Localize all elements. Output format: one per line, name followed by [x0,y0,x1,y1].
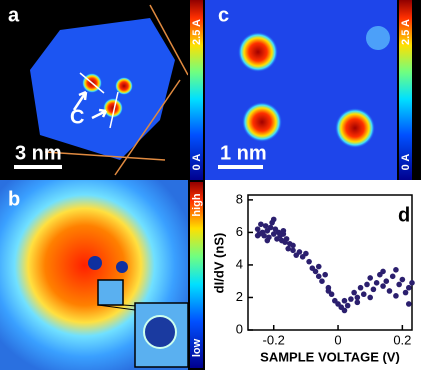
line-cut [109,91,119,129]
colorbar [190,182,203,368]
defect [335,108,375,148]
point [367,294,373,301]
defect [116,261,128,273]
point [344,302,351,309]
colorbar-min: 0 A [400,154,412,171]
point [405,284,412,291]
scale-bar [218,165,263,169]
edge-line [114,79,181,176]
colorbar-max: 2.5 A [400,19,412,45]
point [409,280,415,286]
point [312,268,319,275]
point [354,299,361,306]
x-tick-label: 0 [334,332,341,347]
point [254,226,261,232]
edge-line [44,151,166,161]
point [348,296,354,302]
x-tick-label: 0.2 [393,332,411,347]
y-axis-title: dI/dV (nS) [211,233,226,294]
point [322,271,328,278]
point [399,276,406,283]
point [389,273,396,280]
point [296,249,303,255]
y-tick-label: 2 [236,289,243,304]
flake [30,18,175,160]
point [258,221,264,228]
point [396,281,402,288]
y-tick-label: 0 [236,321,243,336]
plot-frame [247,194,413,331]
point [373,280,380,286]
panel-label: c [218,4,229,26]
defect-zoom [143,315,177,349]
scale-bar-label: 1 nm [220,142,267,164]
point [261,232,267,239]
point [254,232,261,239]
line-cut [79,72,105,94]
point [319,278,325,285]
point [283,236,290,242]
y-tick-label: 6 [236,224,243,239]
point [267,224,274,231]
colorbar-max: high [191,193,203,216]
point [270,216,277,223]
panel-label: d [398,204,410,226]
y-tick-label: 4 [236,256,243,271]
point [270,231,277,237]
defect [103,98,123,118]
defect [242,102,282,142]
point [303,250,309,257]
point [341,297,348,304]
edge-line [149,4,189,76]
scale-bar-label: 3 nm [15,142,62,164]
colorbar-min: 0 A [191,154,203,171]
point [315,263,322,270]
point [351,289,357,296]
annotation: C [70,106,84,128]
x-axis-title: SAMPLE VOLTAGE (V) [260,349,400,364]
point [315,273,322,280]
panel-label: a [8,4,20,26]
scale-bar [14,165,62,169]
point [285,245,291,252]
point [383,278,390,285]
point [290,242,296,249]
faint-defect [366,26,390,50]
point [341,307,348,314]
point [393,293,399,299]
point [386,288,393,294]
point [306,258,312,265]
colorbar [190,0,203,180]
panel-c-bg [205,0,397,180]
point [262,223,269,229]
point [290,247,296,254]
x-tick-label: -0.2 [263,332,285,347]
point [264,237,271,244]
point [325,288,332,294]
point [354,294,361,301]
colorbar [399,0,412,180]
point [405,301,412,307]
colorbar-min: low [191,338,203,357]
point [393,267,399,273]
zoom-box [97,279,124,306]
point [402,289,409,296]
point [357,284,364,291]
point [370,286,377,293]
point [280,227,287,234]
defect [238,32,278,72]
panel-label: b [8,188,20,210]
arrow [72,90,108,120]
defect [115,77,133,95]
point [367,275,373,281]
y-tick-label: 8 [236,191,243,206]
point [380,283,386,289]
point [364,281,370,288]
defect [88,256,102,270]
point [380,268,386,275]
point [360,291,367,298]
colorbar-max: 2.5 A [191,19,203,45]
